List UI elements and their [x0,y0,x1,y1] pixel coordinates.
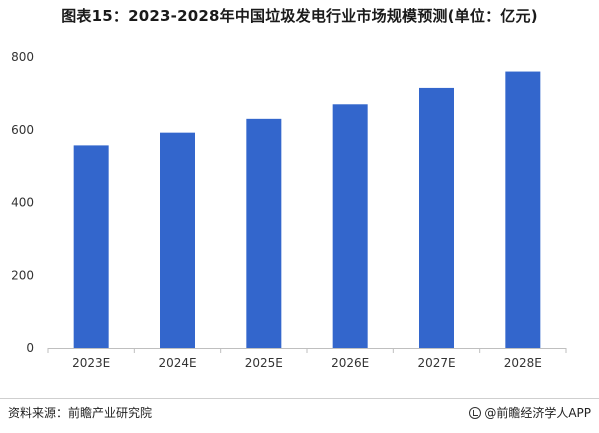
chart-title: 图表15：2023-2028年中国垃圾发电行业市场规模预测(单位：亿元) [61,7,538,25]
x-tick-label: 2027E [417,356,455,370]
bar-2026E [332,104,368,348]
bar-2027E [419,87,454,348]
x-tick-label: 2028E [504,356,542,370]
x-tick-label: 2026E [331,356,369,370]
x-tick-label: 2025E [245,356,283,370]
brand-attribution: @前瞻经济学人APP [469,404,591,421]
bar-2028E [505,71,541,349]
footer-divider [0,398,599,399]
source-note: 资料来源：前瞻产业研究院 [8,406,153,420]
y-tick-label: 200 [11,268,34,282]
brand-label: @前瞻经济学人APP [484,406,591,420]
y-tick-label: 0 [26,341,34,355]
bar-2023E [73,145,109,348]
bar-2025E [246,118,282,349]
y-tick-label: 400 [11,196,34,210]
x-tick-label: 2023E [72,356,110,370]
x-tick-label: 2024E [158,356,196,370]
bar-2024E [160,132,195,348]
brand-logo-icon [469,406,482,419]
y-tick-label: 800 [11,50,34,64]
y-tick-label: 600 [11,123,34,137]
